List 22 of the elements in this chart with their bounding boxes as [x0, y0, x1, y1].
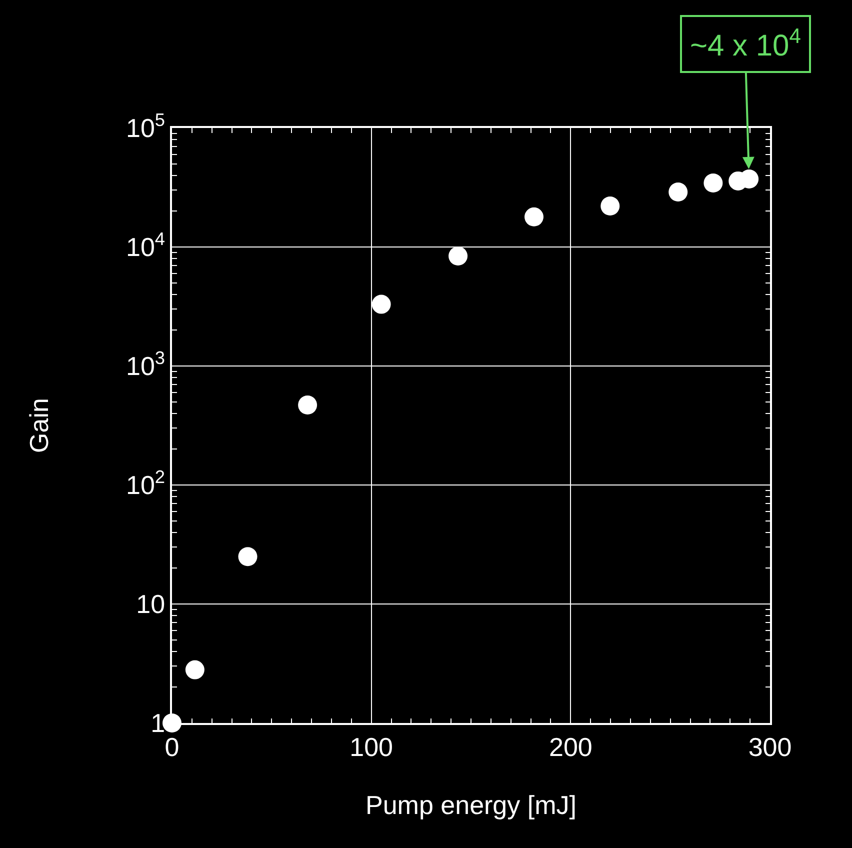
point	[298, 396, 318, 415]
x-tick-label: 100	[350, 732, 394, 762]
point	[372, 294, 391, 314]
point	[448, 246, 468, 266]
y-tick-label: 10$^{3}$	[126, 348, 166, 382]
point	[238, 547, 258, 566]
y-tick-label: 10$^{5}$	[126, 110, 166, 144]
x-tick-label: 300	[748, 732, 792, 762]
y-tick-label: 1	[150, 708, 166, 738]
point	[704, 174, 723, 192]
y-tick-label: 10$^{4}$	[126, 229, 166, 262]
point	[185, 660, 204, 680]
y-tick-label: 10	[136, 589, 166, 620]
x-axis-title: Pump energy [mJ]	[366, 790, 576, 820]
point	[668, 182, 688, 202]
x-tick-label: 200	[548, 732, 592, 762]
annotation: ~4 x 10$^{4}$	[690, 25, 802, 63]
y-tick-label: 10$^{2}$	[126, 467, 166, 500]
y-axis-title: Gain	[24, 398, 54, 453]
x-tick-label: 0	[164, 732, 180, 762]
point	[600, 196, 620, 216]
point	[524, 207, 544, 226]
